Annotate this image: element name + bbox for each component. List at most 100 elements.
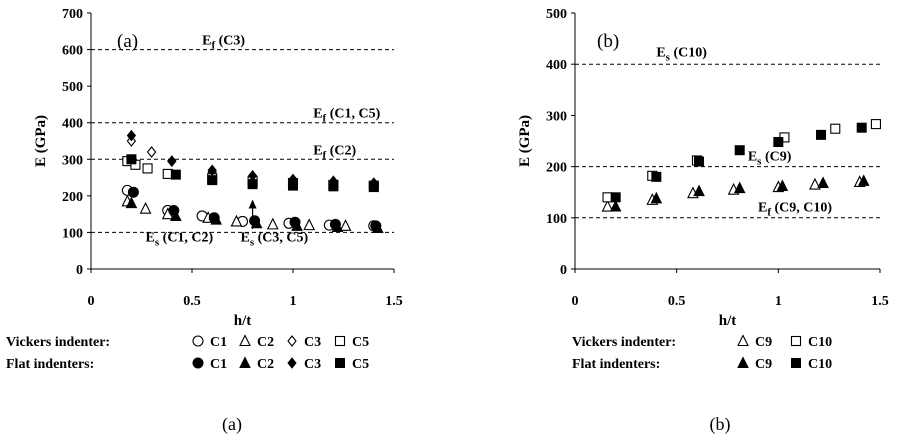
legend-marker — [239, 356, 251, 368]
data-point — [142, 163, 153, 174]
data-point — [328, 181, 339, 192]
reference-line-label: Es (C3, C5) — [240, 231, 308, 249]
data-point — [856, 122, 867, 133]
data-point — [303, 218, 316, 231]
legend-marker — [335, 358, 345, 368]
x-tick-label: 0 — [572, 294, 579, 309]
data-point — [125, 196, 138, 209]
x-axis-label: h/t — [719, 313, 737, 329]
y-tick-label: 700 — [62, 7, 83, 22]
data-point — [733, 181, 746, 194]
panel-label: (b) — [597, 31, 619, 52]
data-point — [694, 156, 705, 167]
data-point — [170, 209, 182, 221]
x-axis-label: h/t — [234, 313, 252, 329]
data-point — [127, 186, 139, 198]
x-tick-label: 1 — [290, 294, 297, 309]
data-point — [809, 177, 821, 190]
data-point — [609, 199, 622, 212]
data-point — [817, 176, 829, 188]
legend-marker — [239, 334, 251, 347]
y-tick-label: 300 — [62, 153, 83, 168]
data-point — [139, 201, 152, 214]
y-tick-label: 400 — [546, 58, 567, 73]
reference-line-label: Es (C10) — [656, 46, 707, 64]
y-tick-label: 500 — [62, 80, 83, 95]
legend-entry-label: C9 — [755, 335, 772, 350]
data-point — [146, 146, 157, 158]
legend-row-label: Flat indenters: — [6, 357, 94, 372]
data-point — [288, 180, 298, 191]
data-point — [331, 220, 344, 232]
data-point — [776, 179, 789, 192]
legend-row-label: Vickers indenter: — [6, 335, 110, 350]
reference-line-label: Ef (C2) — [313, 143, 356, 161]
y-axis-label: E (GPa) — [33, 115, 49, 167]
y-tick-label: 0 — [76, 263, 83, 278]
legend-marker — [737, 356, 749, 368]
data-point — [126, 129, 137, 142]
data-point — [693, 184, 705, 197]
legend-entry-label: C5 — [352, 357, 369, 372]
reference-line-label: Es (C9) — [748, 149, 792, 167]
data-point — [870, 119, 881, 130]
reference-line-label: Ef (C1, C5) — [313, 107, 380, 125]
series-c9-triangle-filled — [609, 174, 870, 212]
annotation-arrowhead — [248, 199, 257, 209]
legend-marker — [791, 358, 801, 368]
series-c10-square-filled — [610, 122, 867, 203]
reference-line-label: Ef (C3) — [202, 34, 245, 52]
legend-entry-label: C1 — [210, 357, 227, 372]
data-point — [250, 216, 263, 229]
legend-entry-label: C10 — [808, 357, 832, 372]
legend-entry-label: C5 — [352, 335, 369, 350]
legend-entry-label: C3 — [304, 357, 321, 372]
legend-b: Vickers indenter: C9 C10 Flat indenters: C9 C… — [572, 334, 832, 372]
legend-a: Vickers indenter: C1 C2 C3 C5 Flat indenters:… — [6, 334, 369, 372]
legend-marker — [790, 335, 802, 347]
legend-entry-label: C3 — [304, 335, 321, 350]
data-point — [247, 179, 258, 190]
figure-caption: (a) — [222, 414, 242, 435]
legend-row-label: Vickers indenter: — [572, 335, 676, 350]
data-point — [291, 219, 303, 231]
data-point — [207, 175, 218, 186]
x-tick-label: 0 — [88, 294, 95, 309]
data-point — [857, 174, 870, 186]
x-tick-label: 0.5 — [183, 294, 201, 309]
y-tick-label: 200 — [62, 190, 83, 205]
y-tick-label: 500 — [546, 7, 567, 22]
data-point — [339, 219, 352, 231]
x-tick-label: 0.5 — [668, 294, 686, 309]
series-c5-square-filled — [126, 154, 379, 193]
data-point — [230, 214, 243, 227]
legend-entry-label: C2 — [257, 335, 274, 350]
legend-row-label: Flat indenters: — [572, 357, 660, 372]
reference-line-label: Ef (C9, C10) — [758, 201, 832, 219]
data-point — [170, 169, 181, 180]
chart-panel-a: Ef (C3) Ef (C1, C5) Ef (C2) Es (C1, C2) Es (… — [33, 7, 403, 329]
data-point — [167, 155, 177, 167]
data-point — [210, 213, 223, 225]
x-tick-label: 1 — [775, 294, 782, 309]
data-point — [650, 191, 663, 204]
y-tick-label: 600 — [62, 44, 83, 59]
reference-line-label: Es (C1, C2) — [146, 231, 214, 249]
x-tick-label: 1.5 — [385, 294, 403, 309]
legend-marker — [192, 335, 204, 347]
figure-caption: (b) — [710, 414, 731, 435]
legend-marker — [192, 357, 204, 369]
data-point — [610, 192, 621, 203]
data-point — [773, 137, 784, 148]
data-point — [126, 154, 137, 165]
chart-panel-b: Es (C10) Es (C9) Ef (C9, C10) 0 100 200 300 400… — [517, 7, 889, 329]
data-point — [601, 199, 614, 212]
data-point — [830, 123, 841, 134]
y-tick-label: 300 — [546, 109, 567, 124]
legend-marker — [737, 334, 749, 347]
data-point — [734, 145, 745, 156]
data-point — [816, 129, 827, 140]
y-tick-label: 200 — [546, 161, 567, 176]
legend-entry-label: C2 — [257, 357, 274, 372]
